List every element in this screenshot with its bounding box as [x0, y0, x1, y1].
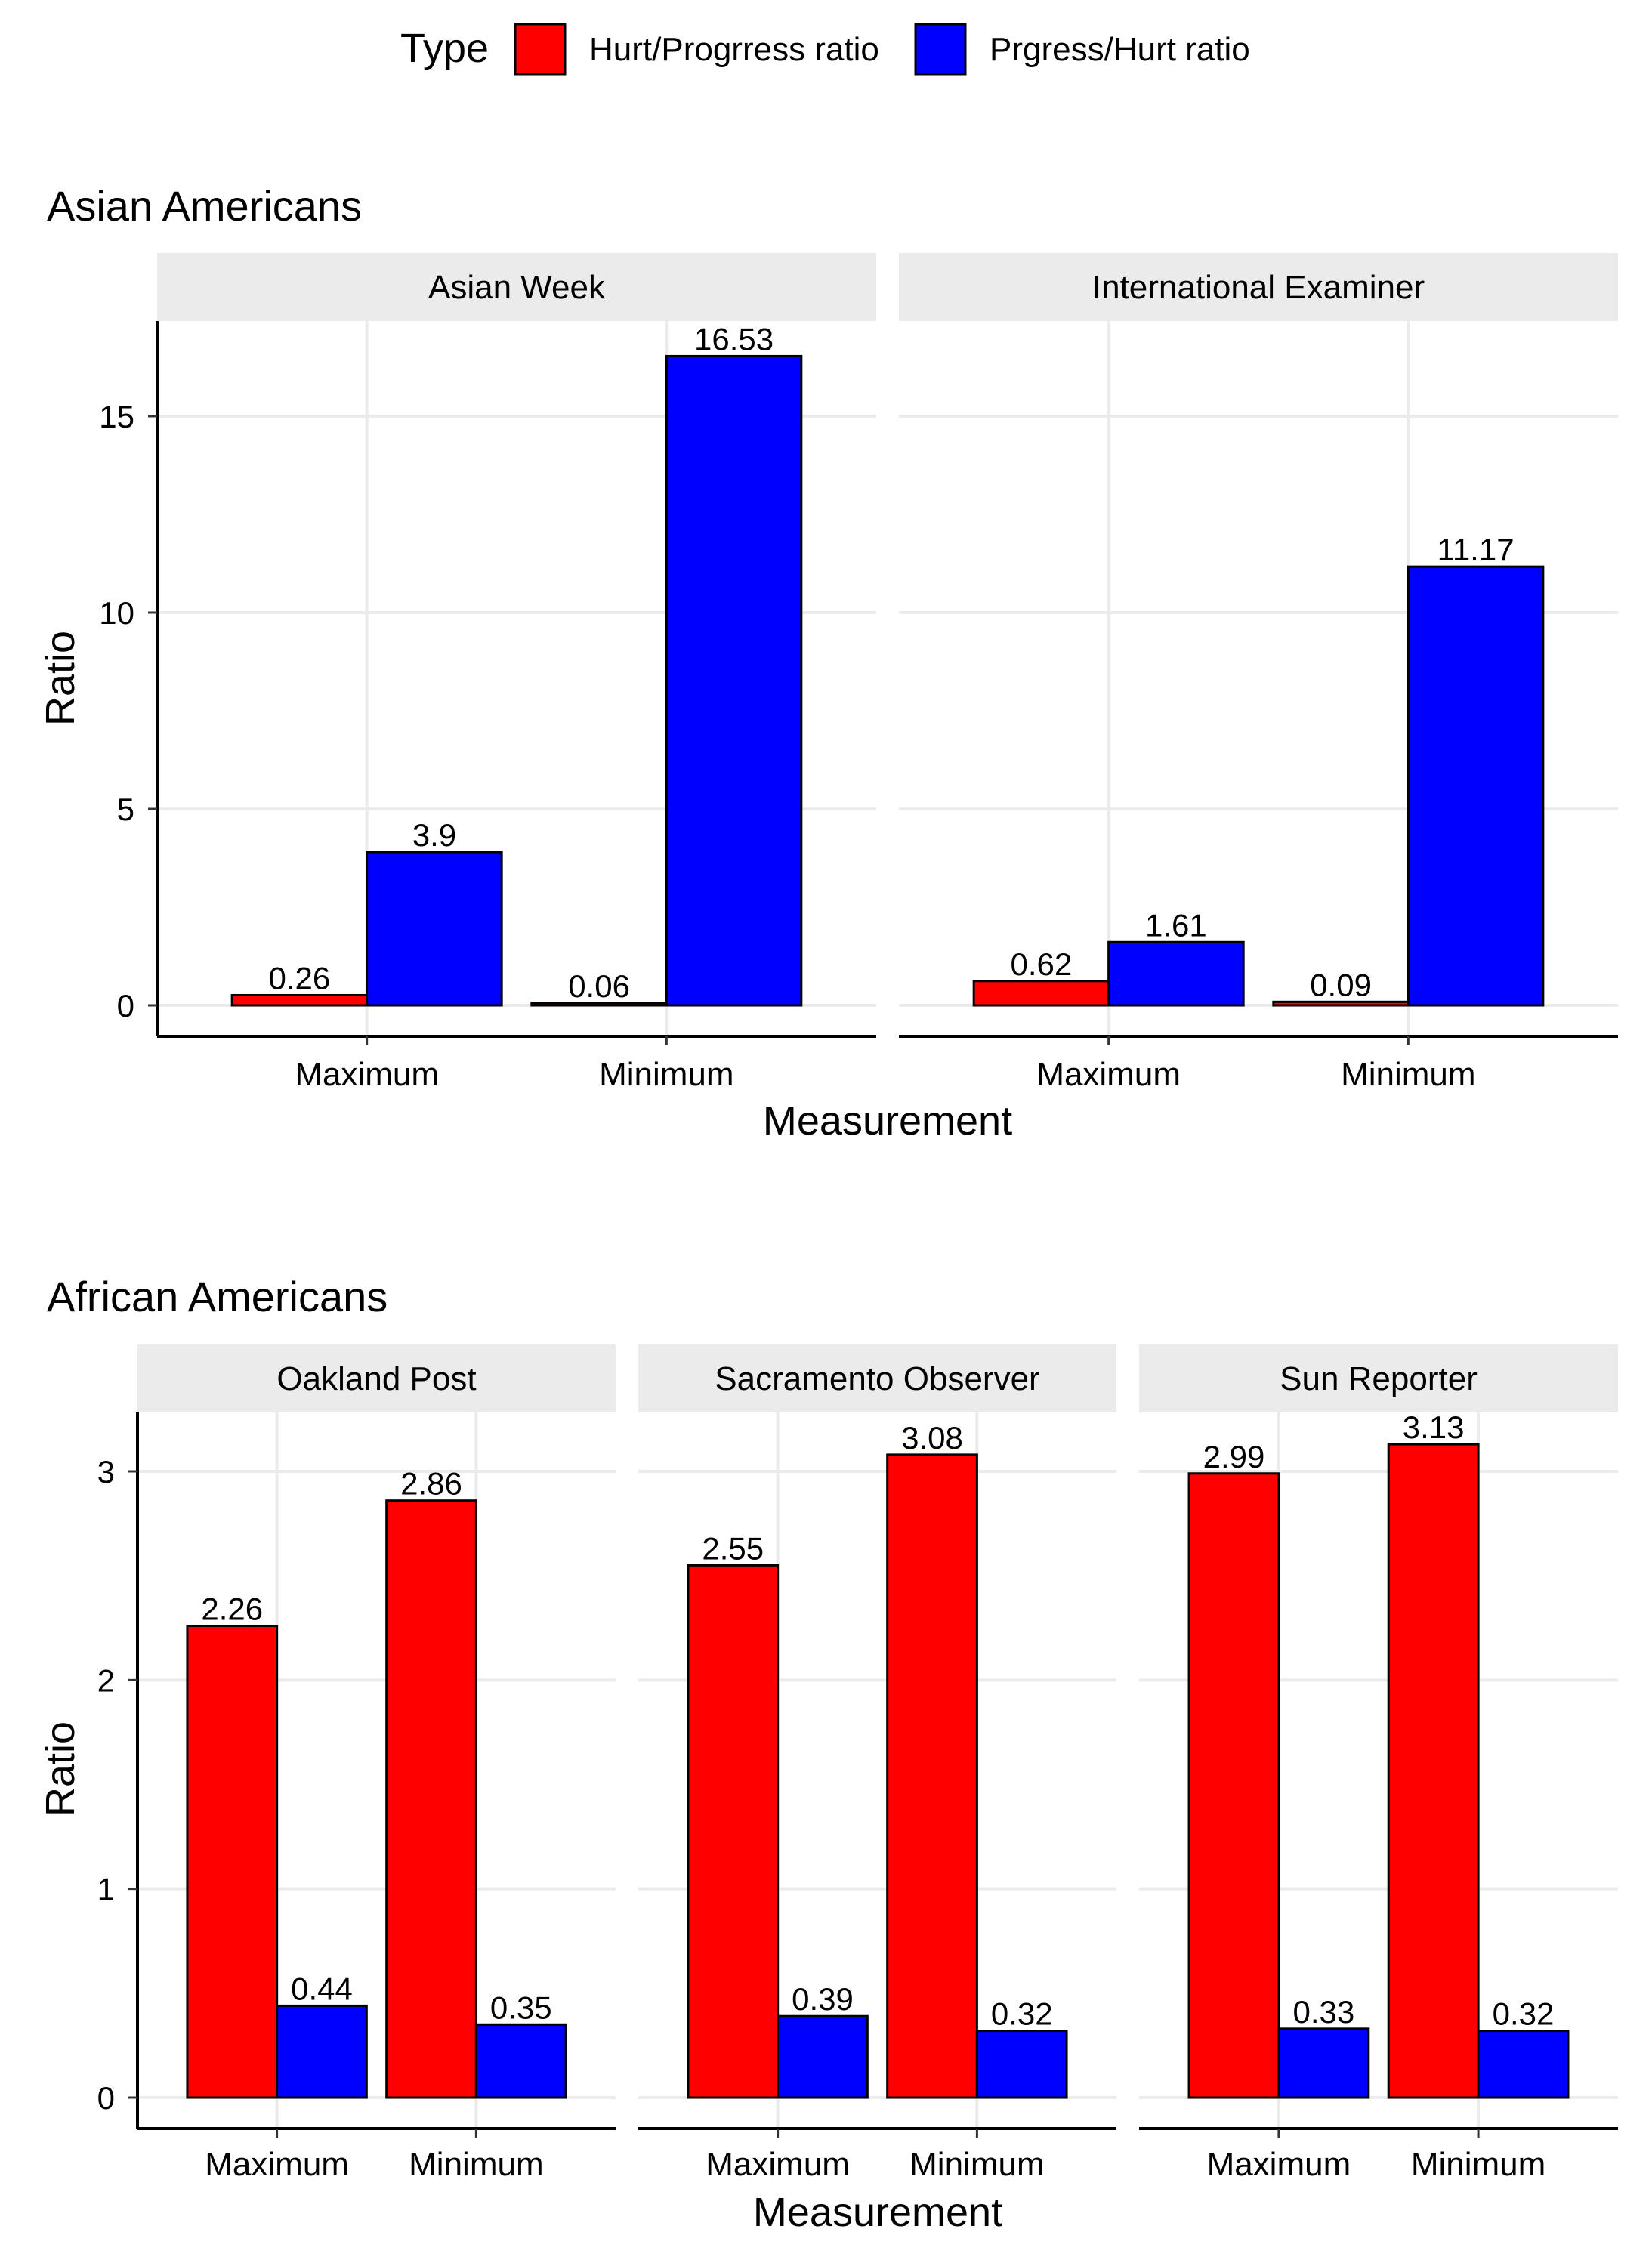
panel-strip-label: Oakland Post	[276, 1360, 476, 1397]
bar-value-label: 0.33	[1292, 1994, 1354, 2030]
panel-strip-label: Asian Week	[428, 269, 606, 306]
y-tick-label: 3	[97, 1454, 115, 1490]
chart-0: Asian Americans Asian Week 0.26 0.06 3.9 16.5…	[38, 182, 1618, 1144]
x-tick-label: Maximum	[205, 2146, 349, 2183]
bar-value-label: 0.39	[792, 1981, 854, 2017]
bar	[1187, 1472, 1280, 2099]
bar	[474, 2023, 567, 2099]
bar	[777, 2014, 869, 2099]
bar-value-label: 2.86	[400, 1466, 462, 1502]
bar	[1407, 565, 1545, 1007]
bar	[975, 2030, 1068, 2099]
chart-title: African Americans	[47, 1273, 388, 1320]
bar	[886, 1453, 978, 2099]
y-axis-title: Ratio	[38, 1721, 83, 1817]
y-tick-label: 1	[97, 1872, 115, 1907]
panel-strip-label: International Examiner	[1092, 269, 1425, 306]
bar-value-label: 0.09	[1310, 967, 1372, 1002]
bar-value-label: 2.99	[1203, 1439, 1265, 1474]
bar-value-label: 0.32	[991, 1996, 1053, 2032]
bar	[186, 1624, 279, 2099]
bar-value-label: 3.9	[412, 817, 456, 853]
panel: Oakland Post 2.26 2.86 0.44 0.35 Maximum Minim…	[137, 1344, 616, 2183]
panel: Sacramento Observer 2.55 3.08 0.39 0.32 Maxim…	[638, 1344, 1116, 2183]
x-tick-label: Minimum	[1411, 2146, 1545, 2183]
x-tick-label: Maximum	[1207, 2146, 1351, 2183]
bar-value-label: 2.55	[702, 1530, 764, 1566]
bar-value-label: 3.13	[1403, 1409, 1465, 1445]
y-tick-label: 0	[97, 2080, 115, 2116]
bar	[1277, 2027, 1370, 2099]
legend-key-progress-hurt	[914, 23, 967, 76]
bar	[1107, 940, 1245, 1007]
x-axis-title: Measurement	[753, 2190, 1002, 2235]
bar	[230, 993, 369, 1007]
panel-strip	[899, 253, 1618, 321]
y-tick-label: 2	[97, 1662, 115, 1698]
panel: Sun Reporter 2.99 3.13 0.33 0.32 Maximum Minim…	[1139, 1344, 1618, 2183]
bar-value-label: 0.62	[1011, 946, 1073, 982]
bar-value-label: 1.61	[1145, 907, 1207, 943]
legend-label-progress-hurt: Prgress/Hurt ratio	[990, 31, 1250, 68]
x-tick-label: Minimum	[1341, 1056, 1475, 1093]
bar	[972, 980, 1110, 1007]
chart-title: Asian Americans	[47, 182, 362, 230]
bar-value-label: 0.35	[490, 1990, 552, 2025]
bar-value-label: 0.06	[568, 968, 630, 1004]
panel-strip-label: Sun Reporter	[1280, 1360, 1478, 1397]
bar-value-label: 0.32	[1493, 1996, 1555, 2032]
panel: International Examiner 0.62 0.09 1.61 11.17 M…	[899, 253, 1618, 1093]
y-tick-label: 10	[99, 595, 134, 631]
bar-value-label: 0.26	[269, 960, 331, 996]
x-tick-label: Maximum	[1036, 1056, 1181, 1093]
panel-strip-label: Sacramento Observer	[715, 1360, 1039, 1397]
bar-value-label: 16.53	[694, 321, 774, 357]
y-tick-label: 0	[117, 988, 134, 1023]
panel-strip	[137, 1344, 616, 1412]
bar	[1477, 2030, 1570, 2099]
legend: Type Hurt/Progrress ratio Prgress/Hurt r…	[400, 23, 1250, 76]
panel: Asian Week 0.26 0.06 3.9 16.53 Maximum Minimum	[157, 253, 876, 1093]
y-axis-title: Ratio	[38, 631, 83, 726]
y-tick-label: 15	[99, 399, 134, 434]
bar-value-label: 0.44	[291, 1971, 353, 2006]
bar-value-label: 3.08	[901, 1420, 963, 1456]
x-tick-label: Maximum	[295, 1056, 439, 1093]
panel-strip	[638, 1344, 1116, 1412]
x-tick-label: Minimum	[599, 1056, 733, 1093]
chart-1: African Americans Oakland Post 2.26 2.86 0.4…	[38, 1273, 1618, 2235]
bar	[366, 851, 503, 1007]
legend-label-hurt-progress: Hurt/Progrress ratio	[589, 31, 879, 68]
bar	[385, 1499, 477, 2099]
bar-value-label: 2.26	[201, 1591, 263, 1626]
bar	[665, 354, 803, 1007]
legend-key-hurt-progress	[514, 23, 567, 76]
bar-value-label: 11.17	[1437, 532, 1515, 567]
y-tick-label: 5	[117, 792, 134, 827]
bar	[1387, 1443, 1480, 2099]
panel-strip	[157, 253, 876, 321]
panel-strip	[1139, 1344, 1618, 1412]
legend-title: Type	[400, 26, 489, 71]
bar	[276, 2004, 368, 2099]
x-tick-label: Maximum	[706, 2146, 850, 2183]
x-tick-label: Minimum	[909, 2146, 1044, 2183]
bar	[687, 1564, 780, 2099]
x-axis-title: Measurement	[763, 1098, 1012, 1144]
x-tick-label: Minimum	[409, 2146, 543, 2183]
